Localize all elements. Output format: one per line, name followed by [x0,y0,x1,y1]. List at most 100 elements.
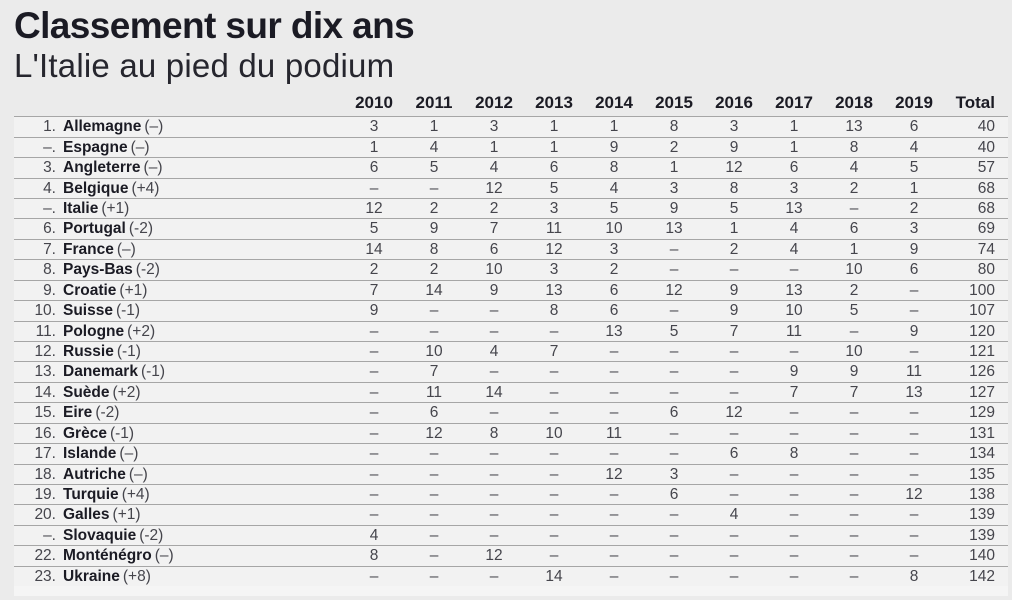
year-value: – [729,261,739,279]
year-value: – [669,506,679,524]
year-value: – [669,261,679,279]
year-value: 2 [429,261,439,279]
year-value: – [789,261,799,279]
year-value: 7 [489,220,499,238]
year-value: 6 [609,281,619,299]
country-name: Turquie [63,485,119,503]
year-value: – [369,424,379,442]
year-value: 5 [549,179,559,197]
year-value: 2 [669,138,679,156]
year-value: 10 [425,343,443,361]
year-value: 3 [669,465,679,483]
year-value: 4 [909,138,919,156]
country-cell: 3. Angleterre (–) [14,158,344,177]
table-row: 22. Monténégro (–) 8 – 12 – – – – – – – 140 [14,545,1008,566]
table-body: 1. Allemagne (–) 3 1 3 1 1 8 3 1 13 6 40 –. Espagne (–) 1… [14,116,1008,587]
year-value: – [789,567,799,585]
year-value: 4 [429,138,439,156]
year-value: – [489,465,499,483]
year-value: – [429,485,439,503]
year-value: 4 [489,343,499,361]
table-row: 12. Russie (-1) – 10 4 7 – – – – 10 – 121 [14,341,1008,362]
year-value: 6 [429,404,439,422]
year-value: – [729,363,739,381]
year-value: – [789,465,799,483]
rank-change: (-1) [116,343,141,361]
rank-change: (+4) [121,485,150,503]
year-value: 7 [369,281,379,299]
year-value: – [489,567,499,585]
table-row: 23. Ukraine (+8) – – – 14 – – – – – 8 142 [14,565,1008,587]
table-row: –. Italie (+1) 12 2 2 3 5 9 5 13 – 2 68 [14,198,1008,219]
year-value: 1 [549,118,559,136]
year-value: 13 [785,281,803,299]
rank-change: (-1) [115,302,141,320]
year-value: – [429,302,439,320]
year-value: 4 [729,506,739,524]
year-value: – [369,383,379,401]
year-value: – [609,383,619,401]
rank-change: (-2) [95,404,120,422]
rank-label: 12. [34,343,56,361]
year-value: – [729,547,739,565]
year-value: – [909,445,919,463]
country-cell: 6. Portugal (-2) [14,219,344,238]
country-name: Pays-Bas [63,261,133,279]
year-value: – [849,506,859,524]
total-value: 121 [969,343,995,361]
year-value: 12 [485,547,503,565]
rank-label: –. [43,526,56,544]
year-value: 6 [729,445,739,463]
country-name: Angleterre [63,159,141,177]
year-value: 6 [669,404,679,422]
total-value: 107 [969,302,995,320]
country-name: Slovaquie [63,526,137,544]
year-value: 9 [729,138,739,156]
year-value: 8 [369,547,379,565]
year-header: 2013 [535,93,573,113]
rank-change: (–) [144,118,164,136]
year-value: 9 [489,281,499,299]
year-value: 14 [365,240,383,258]
year-header: 2010 [355,93,393,113]
country-cell: 12. Russie (-1) [14,342,344,361]
table-row: 6. Portugal (-2) 5 9 7 11 10 13 1 4 6 3 69 [14,218,1008,239]
country-cell: 19. Turquie (+4) [14,485,344,504]
country-name: Danemark [63,363,138,381]
country-cell: 18. Autriche (–) [14,465,344,484]
total-value: 139 [969,526,995,544]
year-value: 14 [485,383,503,401]
year-value: 10 [845,261,863,279]
rank-change: (–) [154,547,174,565]
table-row: 8. Pays-Bas (-2) 2 2 10 3 2 – – – 10 6 80 [14,259,1008,280]
year-value: 12 [365,200,383,218]
rank-label: 14. [34,383,56,401]
year-value: – [609,485,619,503]
year-value: 14 [425,281,443,299]
year-value: 1 [849,240,859,258]
year-value: – [369,567,379,585]
country-name: Portugal [63,220,126,238]
country-name: Autriche [63,465,126,483]
year-value: 2 [909,200,919,218]
year-value: 3 [549,200,559,218]
year-value: – [549,547,559,565]
rank-change: (+2) [112,383,141,401]
year-value: – [549,506,559,524]
page-title: Classement sur dix ans [14,5,415,46]
year-value: 5 [369,220,379,238]
year-value: – [849,445,859,463]
year-value: – [609,526,619,544]
year-value: 9 [729,302,739,320]
country-cell: 17. Islande (–) [14,444,344,463]
year-value: – [549,485,559,503]
rank-label: 7. [43,240,56,258]
total-value: 126 [969,363,995,381]
year-value: 9 [729,281,739,299]
year-value: – [369,322,379,340]
year-value: 2 [729,240,739,258]
rank-change: (–) [116,240,136,258]
year-value: – [669,343,679,361]
year-value: – [429,465,439,483]
